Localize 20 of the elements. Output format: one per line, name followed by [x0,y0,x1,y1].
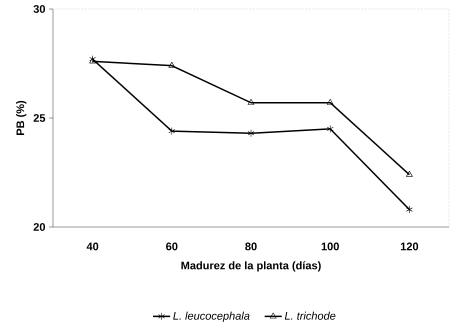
point [406,170,413,177]
y-tick-label: 25 [34,114,46,122]
x-tick-label: 100 [322,242,339,250]
y-tick-label: 30 [33,5,46,13]
y-axis-title: PB (%) [16,100,26,135]
x-tick-label: 40 [86,242,98,250]
point [326,98,334,105]
x-tick-label: 60 [166,242,178,250]
point [326,125,334,133]
legend-label: L. trichode [284,312,336,320]
y-tick-label: 20 [34,223,46,231]
point [248,129,254,138]
point [168,127,176,135]
x-axis-title: Madurez de la planta (días) [181,261,321,272]
point [168,62,176,68]
legend-label: L. leucocephala [173,312,250,322]
x-tick-label: 80 [245,242,257,250]
point [248,98,254,105]
x-tick-label: 120 [400,242,418,250]
point [406,206,413,214]
